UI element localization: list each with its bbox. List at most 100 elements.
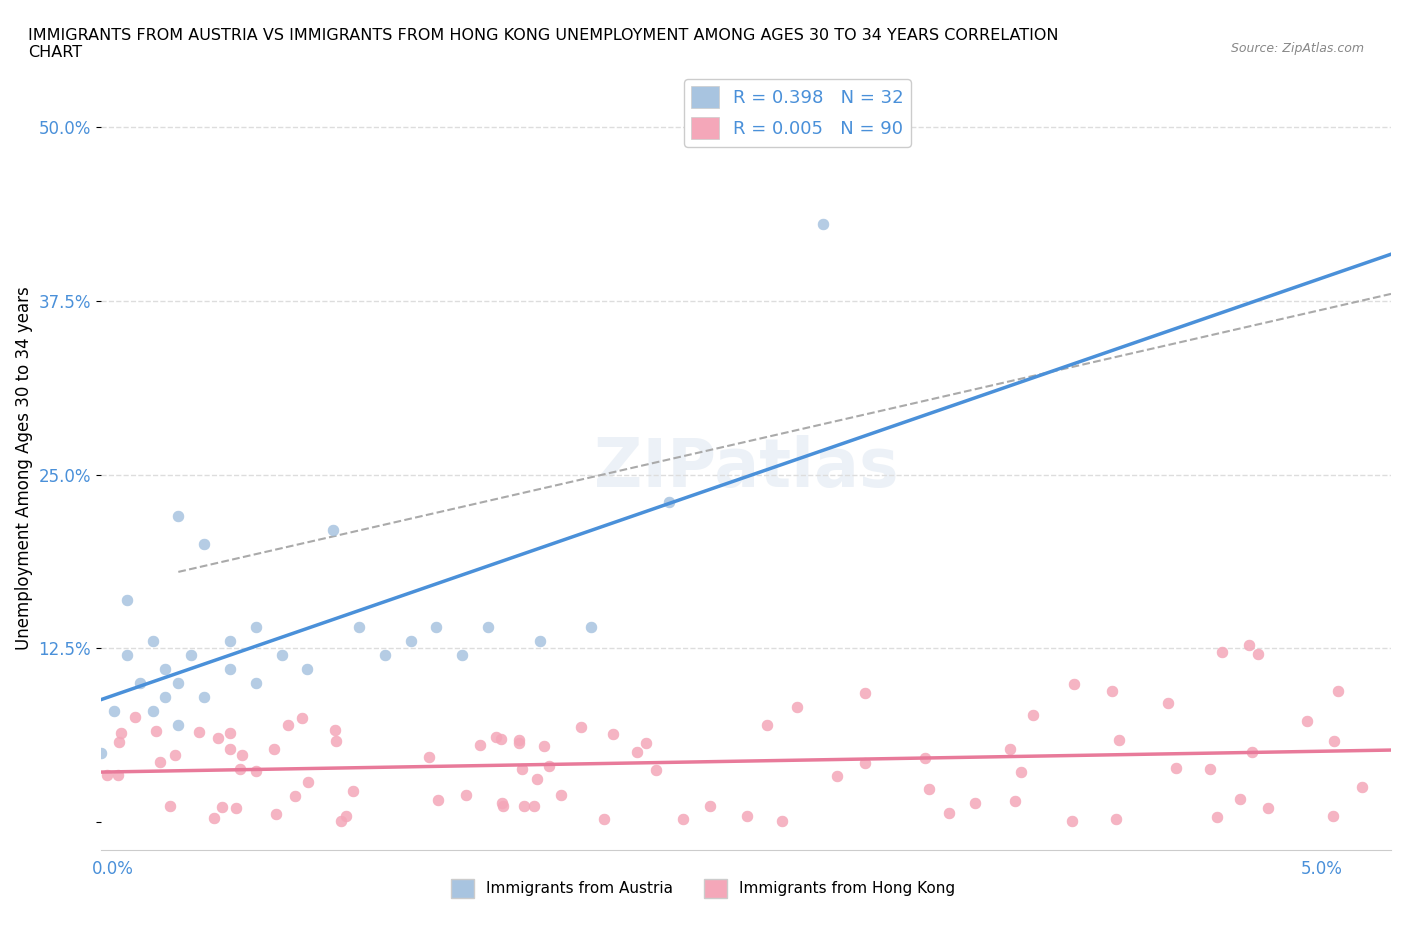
Point — [211, 800, 233, 815]
Point — [193, 537, 215, 551]
Point — [245, 676, 267, 691]
Point — [263, 741, 285, 756]
Point — [965, 796, 987, 811]
Point — [322, 523, 344, 538]
Point — [188, 724, 211, 739]
Point — [335, 808, 357, 823]
Point — [291, 711, 314, 725]
Point — [1240, 744, 1263, 759]
Text: IMMIGRANTS FROM AUSTRIA VS IMMIGRANTS FROM HONG KONG UNEMPLOYMENT AMONG AGES 30 : IMMIGRANTS FROM AUSTRIA VS IMMIGRANTS FR… — [28, 28, 1059, 60]
Point — [770, 814, 793, 829]
Text: 0.0%: 0.0% — [91, 860, 134, 878]
Point — [491, 795, 513, 810]
Point — [425, 620, 447, 635]
Point — [825, 768, 848, 783]
Point — [193, 689, 215, 704]
Point — [1157, 696, 1180, 711]
Point — [277, 717, 299, 732]
Point — [533, 738, 555, 753]
Point — [180, 648, 202, 663]
Y-axis label: Unemployment Among Ages 30 to 34 years: Unemployment Among Ages 30 to 34 years — [15, 286, 32, 649]
Point — [1323, 733, 1346, 748]
Point — [283, 789, 305, 804]
Point — [529, 634, 551, 649]
Legend: R = 0.398   N = 32, R = 0.005   N = 90: R = 0.398 N = 32, R = 0.005 N = 90 — [685, 79, 911, 147]
Point — [90, 745, 112, 760]
Point — [523, 798, 546, 813]
Point — [115, 592, 138, 607]
Point — [103, 703, 125, 718]
Point — [427, 793, 450, 808]
Point — [124, 710, 146, 724]
Point — [149, 754, 172, 769]
Point — [245, 764, 267, 778]
Point — [1351, 779, 1374, 794]
Point — [107, 767, 129, 782]
Point — [918, 781, 941, 796]
Point — [128, 676, 150, 691]
Point — [454, 788, 477, 803]
Point — [325, 723, 347, 737]
Text: 5.0%: 5.0% — [1301, 860, 1343, 878]
Point — [735, 808, 758, 823]
Point — [1211, 644, 1233, 659]
Point — [634, 736, 657, 751]
Text: ZIPatlas: ZIPatlas — [593, 434, 898, 500]
Point — [1199, 762, 1222, 777]
Point — [1105, 812, 1128, 827]
Point — [1237, 637, 1260, 652]
Point — [1229, 791, 1251, 806]
Point — [1004, 794, 1026, 809]
Point — [602, 726, 624, 741]
Point — [167, 717, 190, 732]
Point — [579, 620, 602, 635]
Point — [938, 805, 960, 820]
Point — [508, 736, 530, 751]
Point — [264, 807, 287, 822]
Point — [245, 620, 267, 635]
Point — [477, 620, 499, 635]
Point — [207, 730, 229, 745]
Point — [219, 634, 242, 649]
Point — [672, 811, 695, 826]
Point — [508, 733, 530, 748]
Point — [297, 775, 319, 790]
Point — [145, 724, 167, 738]
Point — [855, 685, 877, 700]
Text: Source: ZipAtlas.com: Source: ZipAtlas.com — [1230, 42, 1364, 55]
Point — [1063, 677, 1085, 692]
Point — [512, 761, 534, 776]
Point — [550, 788, 572, 803]
Point — [219, 726, 242, 741]
Point — [786, 699, 808, 714]
Point — [1060, 813, 1083, 828]
Point — [115, 648, 138, 663]
Point — [231, 747, 253, 762]
Point — [1247, 646, 1270, 661]
Point — [297, 662, 319, 677]
Point — [1257, 801, 1279, 816]
Point — [374, 648, 396, 663]
Point — [167, 676, 190, 691]
Point — [202, 810, 225, 825]
Point — [513, 799, 536, 814]
Point — [484, 729, 506, 744]
Legend: Immigrants from Austria, Immigrants from Hong Kong: Immigrants from Austria, Immigrants from… — [444, 873, 962, 904]
Point — [1205, 810, 1227, 825]
Point — [492, 798, 515, 813]
Point — [229, 762, 252, 777]
Point — [325, 734, 347, 749]
Point — [342, 784, 364, 799]
Point — [569, 720, 592, 735]
Point — [165, 748, 187, 763]
Point — [219, 741, 242, 756]
Point — [141, 703, 163, 718]
Point — [699, 798, 721, 813]
Point — [645, 763, 668, 777]
Point — [219, 662, 242, 677]
Point — [330, 814, 353, 829]
Point — [470, 737, 492, 752]
Point — [167, 509, 190, 524]
Point — [347, 620, 370, 635]
Point — [1000, 742, 1022, 757]
